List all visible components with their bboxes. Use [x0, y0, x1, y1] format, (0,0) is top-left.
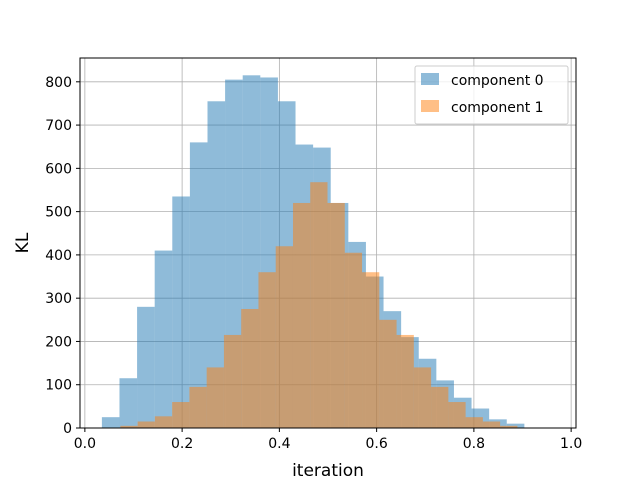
histogram-bar — [362, 272, 380, 428]
x-tick-label: 0.2 — [171, 436, 193, 452]
x-tick-label: 1.0 — [560, 436, 582, 452]
histogram-bar — [465, 417, 483, 428]
histogram-bar — [137, 306, 155, 428]
histogram-bar — [223, 334, 242, 428]
histogram-bar — [413, 367, 432, 428]
histogram-bar — [292, 202, 311, 428]
plot-frame — [79, 57, 577, 429]
histogram-bar — [379, 319, 397, 428]
histogram-bar — [206, 367, 224, 428]
histogram-bar — [154, 416, 173, 428]
y-tick-label: 500 — [45, 205, 72, 221]
y-tick-label: 0 — [63, 421, 72, 437]
legend-swatch-component-0 — [421, 73, 439, 85]
x-tick-label: 0.8 — [463, 436, 485, 452]
legend-frame — [414, 65, 569, 125]
histogram-bar — [431, 386, 449, 428]
histogram-bar — [448, 402, 466, 428]
y-tick-label: 800 — [45, 75, 72, 91]
histogram-bar — [327, 202, 345, 428]
histogram-bar — [120, 425, 138, 428]
histogram-bar — [500, 425, 518, 428]
x-axis-label: iteration — [292, 461, 364, 480]
histogram-bar — [172, 402, 190, 428]
histogram-bar — [101, 417, 120, 428]
y-tick-label: 300 — [45, 291, 72, 307]
y-tick-label: 200 — [45, 334, 72, 350]
axis-ticks: 0.0 0.2 0.4 0.6 0.8 1.0 0 100 200 300 400 500 600 700… — [45, 75, 582, 452]
y-tick-label: 400 — [45, 248, 72, 264]
y-tick-label: 100 — [45, 378, 72, 394]
histogram-bars — [101, 75, 525, 429]
histogram-bar — [189, 386, 207, 428]
y-tick-label: 600 — [45, 161, 72, 177]
y-tick-label: 700 — [45, 118, 72, 134]
x-tick-label: 0.4 — [268, 436, 290, 452]
legend-swatch-component-1 — [421, 100, 439, 112]
histogram-bar — [154, 250, 173, 428]
histogram-bar — [137, 421, 155, 428]
histogram-bar — [241, 308, 259, 428]
series-1-bars — [120, 182, 518, 428]
x-tick-label: 0.0 — [74, 436, 96, 452]
y-axis-label: KL — [13, 232, 33, 253]
legend: component 0 component 1 — [414, 65, 569, 125]
histogram-bar — [275, 246, 293, 428]
histogram-bar — [172, 196, 190, 428]
legend-label-component-0: component 0 — [451, 73, 544, 89]
legend-label-component-1: component 1 — [451, 100, 544, 116]
x-tick-label: 0.6 — [365, 436, 387, 452]
histogram-bar — [344, 252, 363, 428]
histogram-bar — [258, 272, 276, 428]
histogram-bar — [207, 101, 226, 429]
histogram-bar — [119, 378, 138, 428]
histogram-bar — [396, 334, 414, 428]
histogram-bar — [310, 182, 328, 428]
histogram-bar — [189, 142, 208, 428]
histogram-bar — [482, 421, 501, 428]
